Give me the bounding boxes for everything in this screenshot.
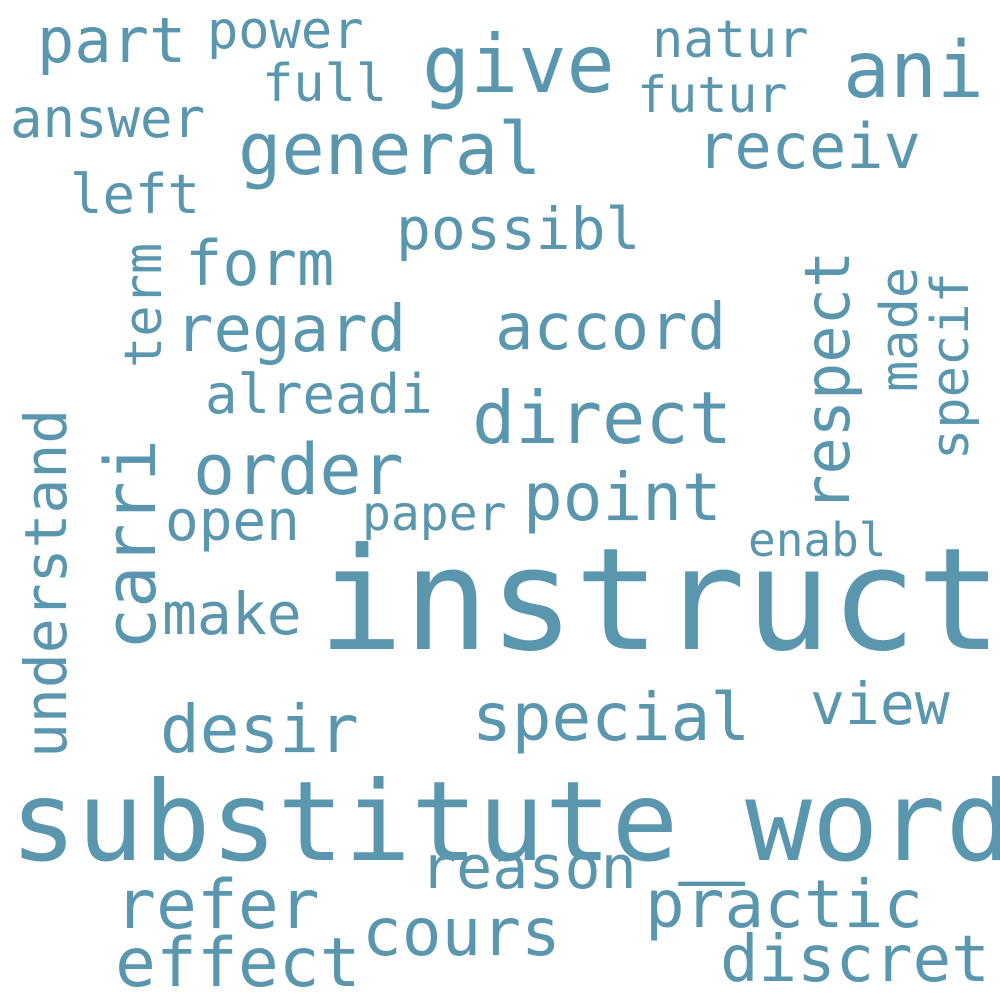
word-ani: ani <box>843 26 984 116</box>
word-alreadi: alreadi <box>205 363 433 426</box>
word-make: make <box>162 580 302 648</box>
word-direct: direct <box>472 376 733 460</box>
word-cours: cours <box>362 894 561 971</box>
word-respect: respect <box>791 250 864 512</box>
word-answer: answer <box>10 87 206 150</box>
word-form: form <box>185 227 335 300</box>
word-view: view <box>810 670 950 738</box>
word-term: term <box>114 242 174 368</box>
word-reason: reason <box>420 833 637 903</box>
word-practic: practic <box>645 866 924 943</box>
word-carri: carri <box>90 439 172 650</box>
word-substitute-word: substitute_word <box>10 758 1000 887</box>
word-desir: desir <box>160 691 359 768</box>
word-special: special <box>472 679 751 756</box>
word-refer: refer <box>115 866 320 945</box>
word-effect: effect <box>115 924 361 1000</box>
word-order: order <box>193 429 404 511</box>
word-point: point <box>523 459 722 536</box>
word-part: part <box>37 4 187 77</box>
word-left: left <box>70 163 201 226</box>
word-open: open <box>165 489 300 554</box>
word-discret: discret <box>720 923 990 997</box>
word-instruct: instruct <box>318 518 1000 683</box>
word-possibl: possibl <box>396 195 641 263</box>
word-receiv: receiv <box>697 110 921 183</box>
word-full: full <box>262 54 388 114</box>
word-natur: natur <box>652 10 809 70</box>
word-accord: accord <box>495 291 727 365</box>
word-regard: regard <box>175 293 407 367</box>
word-paper: paper <box>362 486 507 542</box>
word-give: give <box>422 18 615 111</box>
word-enabl: enabl <box>748 513 887 567</box>
word-power: power <box>207 1 364 61</box>
word-specif: specif <box>921 272 981 460</box>
word-futur: futur <box>637 66 788 124</box>
word-understand: understand <box>12 408 80 758</box>
word-general: general <box>238 107 542 191</box>
word-made: made <box>870 266 930 392</box>
